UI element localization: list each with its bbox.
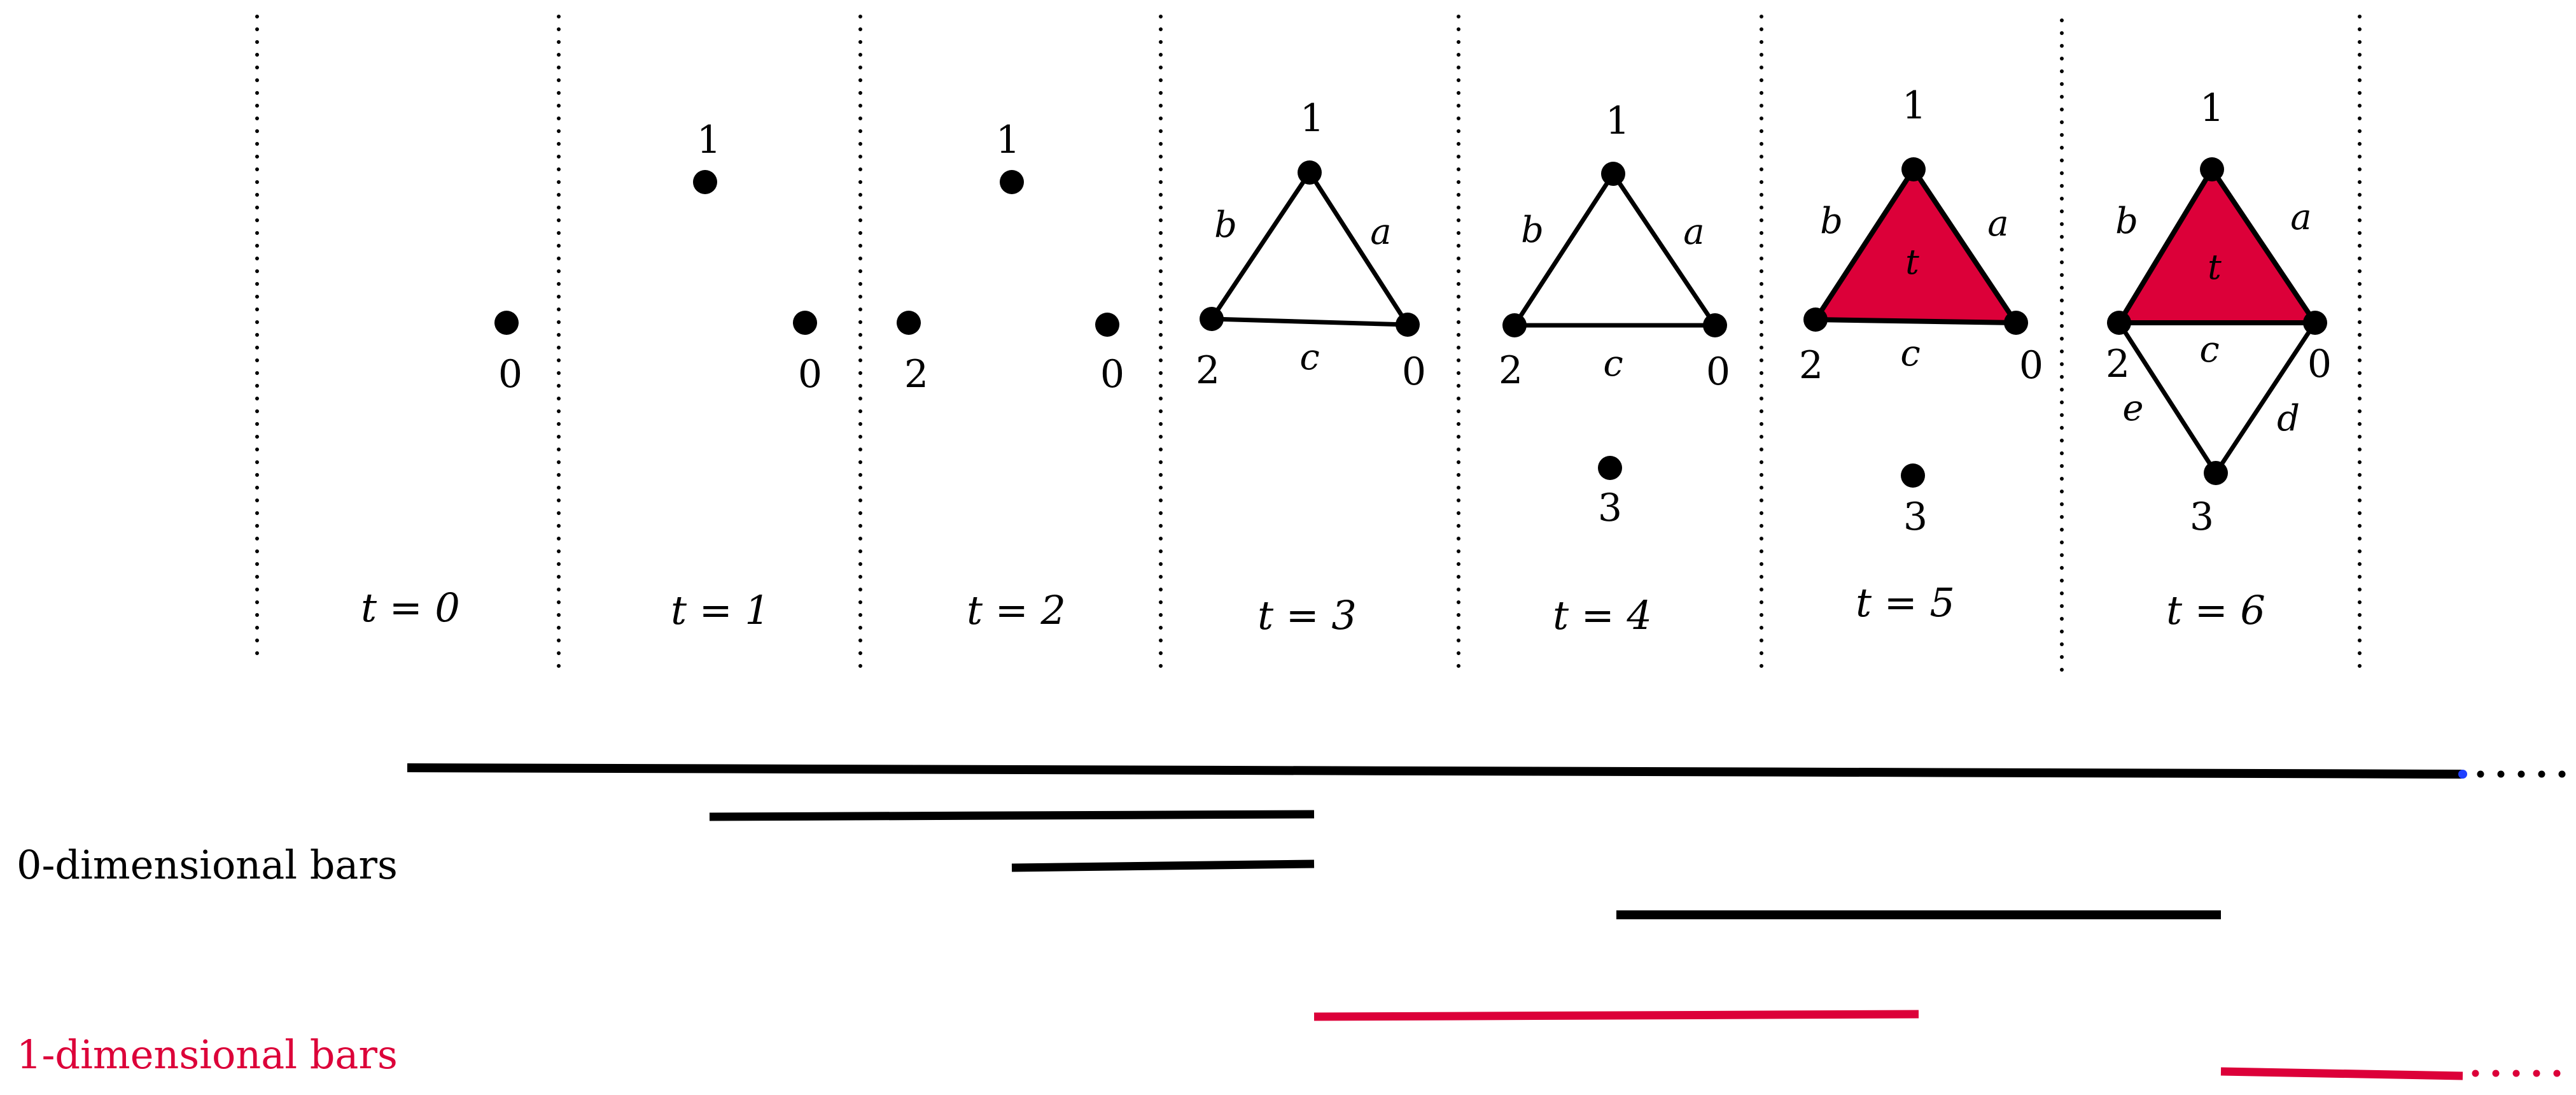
vertex-0 <box>1396 313 1420 337</box>
edge-label: a <box>1683 211 1704 253</box>
vertex-3 <box>1901 463 1925 488</box>
vertex-label: 0 <box>1100 352 1124 397</box>
edge-label: d <box>2277 398 2300 439</box>
vertex-1 <box>693 170 717 194</box>
edge-label: b <box>2115 201 2138 242</box>
vertex-2 <box>2107 311 2131 335</box>
vertex-1 <box>1000 170 1024 194</box>
vertex-label: 1 <box>2200 86 2224 131</box>
zero-dimensional-bars-label: 0-dimensional bars <box>17 842 398 888</box>
edge-label: c <box>1900 333 1920 374</box>
edge-a <box>2209 167 2318 325</box>
triangle-label: t <box>1905 242 1919 282</box>
vertex-0 <box>1095 313 1119 337</box>
time-label: t = 2 <box>967 587 1066 633</box>
vertex-label: 2 <box>1196 348 1220 393</box>
edge-label: c <box>1299 337 1319 378</box>
edge-c <box>1209 316 1410 327</box>
bar-1dim <box>1313 1010 1919 1021</box>
panel-t5: t a b c 1 2 0 3 t = 5 <box>1799 83 2043 626</box>
edge-b <box>1209 170 1312 321</box>
edge-label: a <box>2290 197 2311 238</box>
bar-1dim <box>2220 1067 2463 1080</box>
bar-0dim <box>1011 859 1315 872</box>
vertex-label: 0 <box>2019 343 2043 388</box>
vertex-label: 3 <box>1903 495 1928 539</box>
edge-b <box>1813 167 1916 322</box>
edge-a <box>1307 170 1410 327</box>
vertex-0 <box>494 311 519 335</box>
vertex-1 <box>1901 157 1926 181</box>
vertex-label: 1 <box>1606 99 1630 143</box>
panel-t2: 1 2 0 t = 2 <box>897 118 1124 633</box>
vertex-0 <box>2004 311 2028 335</box>
panel-t6: t a b c d e 1 2 0 3 t = 6 <box>2106 86 2332 633</box>
one-dimensional-bars <box>1313 1010 2575 1080</box>
edge-label: c <box>1603 343 1623 385</box>
bar-0dim <box>407 763 2463 779</box>
triangle-label: t <box>2208 247 2222 287</box>
vertex-1 <box>1298 160 1322 185</box>
edge-b <box>1512 171 1616 328</box>
vertex-label: 3 <box>1598 486 1622 530</box>
edge-a <box>1911 167 2019 325</box>
bar-end-marker <box>2458 770 2467 779</box>
time-label: t = 4 <box>1553 592 1652 639</box>
edge-e <box>2117 320 2218 476</box>
bar-0dim <box>709 810 1315 821</box>
vertex-2 <box>1502 313 1527 337</box>
vertex-label: 1 <box>1902 83 1926 128</box>
vertex-label: 1 <box>1300 96 1324 141</box>
vertex-label: 2 <box>2106 342 2130 386</box>
edge-d <box>2213 320 2318 476</box>
time-label: t = 6 <box>2166 587 2265 633</box>
vertex-label: 0 <box>1706 350 1730 394</box>
edge-label: e <box>2122 388 2143 429</box>
vertex-label: 3 <box>2190 495 2214 539</box>
time-label: t = 5 <box>1856 579 1955 626</box>
edge-c <box>1813 317 2019 325</box>
one-dimensional-bars-label: 1-dimensional bars <box>17 1031 398 1078</box>
vertex-2 <box>1200 307 1224 331</box>
vertex-0 <box>1703 313 1727 337</box>
zero-dimensional-bars <box>407 763 2572 919</box>
vertex-2 <box>897 311 921 335</box>
vertex-0 <box>2303 311 2327 335</box>
edge-label: b <box>1214 204 1237 246</box>
panel-t0: 0 t = 0 <box>361 311 522 631</box>
vertex-label: 1 <box>697 118 721 162</box>
panel-separators <box>255 15 2362 677</box>
time-label: t = 0 <box>361 584 460 631</box>
vertex-label: 2 <box>904 352 928 397</box>
vertex-label: 1 <box>996 118 1020 162</box>
edge-label: a <box>1987 203 2008 244</box>
vertex-label: 2 <box>1499 348 1523 393</box>
edge-a <box>1611 171 1718 328</box>
time-label: t = 1 <box>671 587 770 633</box>
vertex-label: 0 <box>2307 342 2332 386</box>
vertex-2 <box>1803 307 1828 332</box>
vertex-3 <box>2204 461 2228 485</box>
vertex-1 <box>1601 162 1625 186</box>
time-label: t = 3 <box>1257 592 1357 639</box>
vertex-label: 0 <box>1402 350 1426 394</box>
edge-label: b <box>1521 209 1544 251</box>
persistence-barcode: 0-dimensional bars 1-dimensional bars <box>17 763 2575 1080</box>
vertex-3 <box>1598 456 1622 480</box>
panel-t4: a b c 1 2 0 3 t = 4 <box>1499 99 1730 639</box>
triangle-t <box>2117 167 2318 325</box>
vertex-0 <box>793 311 817 335</box>
edge-label: a <box>1370 211 1391 253</box>
edge-label: c <box>2199 329 2219 371</box>
vertex-label: 0 <box>798 352 822 397</box>
vertex-label: 2 <box>1799 343 1823 388</box>
edge-label: b <box>1820 201 1843 242</box>
vertex-label: 0 <box>498 352 522 397</box>
edge-b <box>2117 167 2215 325</box>
panel-t1: 1 0 t = 1 <box>671 118 822 633</box>
vertex-1 <box>2200 157 2224 181</box>
panel-t3: a b c 1 2 0 t = 3 <box>1196 96 1426 639</box>
